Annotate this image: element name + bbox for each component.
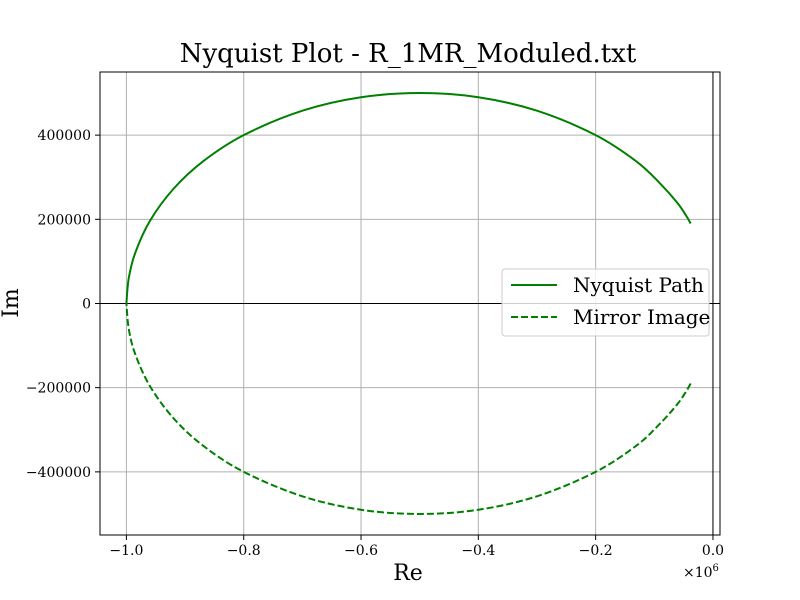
x-axis-multiplier-exponent: 6 (713, 563, 719, 574)
y-axis-ticks: −400000 −200000 0 200000 400000 (26, 128, 100, 481)
data-series (125, 92, 692, 515)
y-axis-label: Im (0, 288, 24, 318)
series-line-nyquist-path (125, 92, 692, 304)
legend-label-mirror-image: Mirror Image (573, 305, 710, 329)
chart-title: Nyquist Plot - R_1MR_Moduled.txt (180, 39, 637, 69)
x-tick-label: −0.8 (227, 543, 261, 559)
y-tick-label: −200000 (26, 381, 91, 397)
x-axis-multiplier: ×106 (683, 563, 719, 581)
y-tick-label: 400000 (38, 128, 91, 144)
series-line-mirror-image (125, 303, 692, 515)
legend: Nyquist Path Mirror Image (501, 268, 710, 337)
x-tick-label: 0.0 (702, 543, 724, 559)
legend-label-nyquist-path: Nyquist Path (573, 273, 704, 297)
x-tick-label: −0.2 (579, 543, 613, 559)
x-tick-label: −0.6 (344, 543, 378, 559)
y-tick-label: −400000 (26, 465, 91, 481)
x-axis-label: Re (393, 561, 423, 586)
y-tick-label: 0 (82, 297, 91, 313)
x-tick-label: −0.4 (461, 543, 495, 559)
x-axis-ticks: −1.0 −0.8 −0.6 −0.4 −0.2 0.0 (109, 535, 724, 559)
x-tick-label: −1.0 (109, 543, 143, 559)
y-tick-label: 200000 (38, 212, 91, 228)
x-axis-multiplier-base: ×10 (683, 565, 713, 581)
